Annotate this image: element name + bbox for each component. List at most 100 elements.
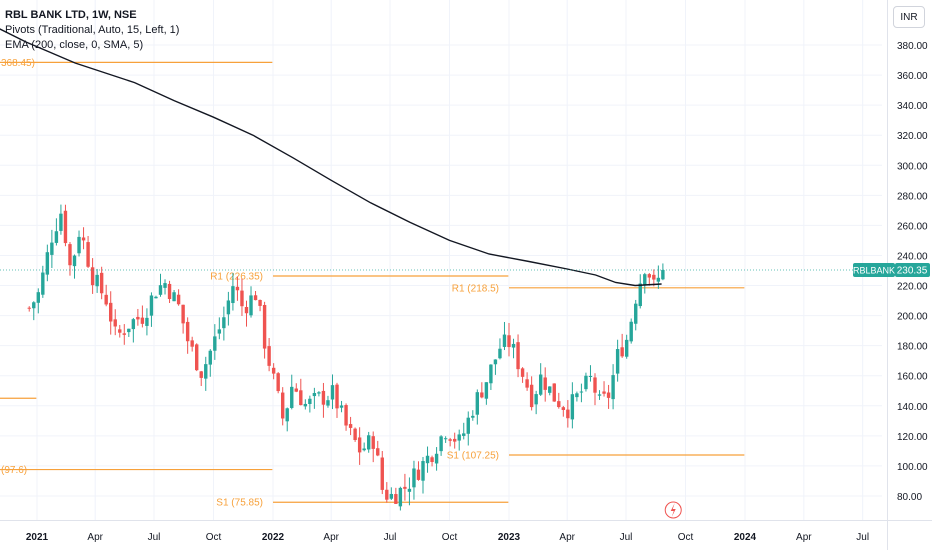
candle-body xyxy=(285,408,289,422)
candle-body xyxy=(407,488,412,492)
candle-body xyxy=(480,392,484,398)
x-tick-label: 2024 xyxy=(734,532,757,543)
pivot-label: R1 (218.5) xyxy=(452,283,499,294)
candle-body xyxy=(376,448,380,456)
candle-body xyxy=(493,359,498,365)
candle-body xyxy=(597,394,602,396)
candle-body xyxy=(507,335,511,348)
candle-body xyxy=(54,231,59,243)
candle-body xyxy=(339,405,344,408)
candle-body xyxy=(149,295,154,316)
candle-body xyxy=(489,364,493,384)
candle-body xyxy=(335,384,339,409)
candle-body xyxy=(317,392,321,394)
candle-body xyxy=(280,392,285,419)
candle-body xyxy=(136,316,140,320)
candle-body xyxy=(59,213,63,231)
y-tick-label: 220.00 xyxy=(897,282,928,293)
candle-body xyxy=(226,300,231,315)
y-tick-label: 80.00 xyxy=(897,492,922,503)
last-price-tag-bg xyxy=(895,262,930,277)
y-tick-label: 100.00 xyxy=(897,462,928,473)
candle-body xyxy=(475,392,480,415)
ema-line xyxy=(0,28,662,287)
y-tick-label: 380.00 xyxy=(897,41,928,52)
candle-body xyxy=(204,364,208,379)
candle-body xyxy=(154,296,158,299)
event-marker[interactable] xyxy=(664,501,682,519)
candle-body xyxy=(380,457,384,490)
y-tick-label: 180.00 xyxy=(897,342,928,353)
candle-body xyxy=(430,457,434,462)
ema-200-line xyxy=(0,28,662,287)
candle-body xyxy=(615,349,620,374)
candle-body xyxy=(140,317,145,324)
pivots-indicator-label[interactable]: Pivots (Traditional, Auto, 15, Left, 1) xyxy=(5,24,180,36)
x-tick-label: Jul xyxy=(620,532,633,543)
candle-body xyxy=(566,409,570,419)
candle-body xyxy=(299,390,303,406)
candle-body xyxy=(63,210,68,244)
candle-body xyxy=(308,398,312,404)
candles xyxy=(27,204,665,511)
candle-body xyxy=(181,304,185,324)
candle-body xyxy=(593,377,597,393)
candle-body xyxy=(543,377,547,390)
candle-body xyxy=(244,306,249,314)
candle-body xyxy=(267,346,271,366)
candle-body xyxy=(362,448,366,451)
candle-body xyxy=(516,342,520,370)
x-tick-label: 2021 xyxy=(26,532,49,543)
y-tick-label: 160.00 xyxy=(897,372,928,383)
currency-button[interactable]: INR xyxy=(893,6,925,28)
x-tick-label: 2022 xyxy=(262,532,285,543)
candle-body xyxy=(127,328,131,333)
pivot-label: (97.6) xyxy=(1,465,27,476)
candle-body xyxy=(330,385,335,400)
y-tick-label: 280.00 xyxy=(897,191,928,202)
pivot-label: S1 (107.25) xyxy=(447,451,499,462)
candle-body xyxy=(249,295,253,316)
symbol-title[interactable]: RBL BANK LTD, 1W, NSE xyxy=(5,9,137,21)
time-axis[interactable]: 2021 Apr Jul Oct 2022 Apr Jul Oct 2023 Apr Jul Oct 2… xyxy=(0,520,932,544)
lightning-icon xyxy=(670,503,676,517)
ema-indicator-label[interactable]: EMA (200, close, 0, SMA, 5) xyxy=(5,39,144,51)
candle-body xyxy=(661,269,665,280)
candle-body xyxy=(185,321,190,342)
candle-body xyxy=(222,317,226,329)
candle-body xyxy=(81,237,86,241)
candle-body xyxy=(434,453,439,464)
candle-body xyxy=(471,415,475,418)
chart-legend: RBL BANK LTD, 1W, NSE Pivots (Traditiona… xyxy=(5,8,179,53)
y-tick-label: 300.00 xyxy=(897,161,928,172)
x-tick-label: 2023 xyxy=(498,532,521,543)
y-tick-label: 120.00 xyxy=(897,432,928,443)
candle-body xyxy=(529,384,534,408)
candle-body xyxy=(457,434,461,441)
candle-body xyxy=(629,321,633,342)
candle-body xyxy=(561,407,566,410)
candle-body xyxy=(276,373,280,392)
candle-body xyxy=(45,252,50,275)
candle-body xyxy=(113,319,117,327)
candle-body xyxy=(294,388,298,392)
candle-body xyxy=(321,390,326,405)
candle-body xyxy=(68,244,72,266)
candle-body xyxy=(643,274,647,286)
candle-body xyxy=(448,439,452,441)
candle-body xyxy=(520,368,525,377)
candle-body xyxy=(394,494,398,504)
candle-body xyxy=(312,393,317,397)
candle-body xyxy=(253,295,258,301)
candle-body xyxy=(303,403,308,407)
x-tick-label: Jul xyxy=(384,532,397,543)
candle-body xyxy=(584,375,588,390)
y-tick-label: 360.00 xyxy=(897,71,928,82)
candle-body xyxy=(122,333,126,335)
candle-body xyxy=(385,489,389,500)
candle-body xyxy=(421,461,425,481)
candle-body xyxy=(602,391,606,394)
candle-body xyxy=(425,455,430,464)
candle-body xyxy=(176,294,181,305)
